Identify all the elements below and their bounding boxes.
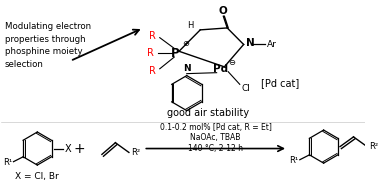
Text: 0.1-0.2 mol% [Pd cat, R = Et]: 0.1-0.2 mol% [Pd cat, R = Et]: [160, 123, 272, 132]
Text: O: O: [219, 6, 228, 16]
Text: R²: R²: [369, 142, 378, 151]
Text: ⊕: ⊕: [182, 39, 189, 48]
Text: NaOAc, TBAB: NaOAc, TBAB: [191, 133, 241, 142]
Text: good air stability: good air stability: [167, 108, 249, 117]
Text: Cl: Cl: [242, 84, 251, 93]
Text: +: +: [74, 141, 85, 156]
Text: 140 °C, 2-12 h: 140 °C, 2-12 h: [188, 144, 243, 153]
Text: R²: R²: [131, 148, 140, 157]
Text: R¹: R¹: [290, 156, 299, 165]
Text: [Pd cat]: [Pd cat]: [261, 78, 299, 88]
Text: phosphine moiety: phosphine moiety: [5, 47, 82, 56]
Text: Ar: Ar: [267, 40, 277, 49]
Text: R: R: [149, 66, 156, 76]
Text: selection: selection: [5, 60, 43, 69]
Text: Pd: Pd: [213, 64, 228, 74]
Text: X: X: [64, 143, 71, 154]
Text: X = Cl, Br: X = Cl, Br: [15, 172, 59, 181]
Text: H: H: [187, 20, 194, 29]
Text: N: N: [246, 38, 254, 48]
Text: ⊖: ⊖: [229, 58, 235, 68]
Text: properties through: properties through: [5, 35, 85, 44]
Text: N: N: [183, 64, 191, 73]
Text: R: R: [149, 31, 156, 41]
Text: R: R: [147, 48, 154, 58]
Text: Modulating electron: Modulating electron: [5, 22, 91, 31]
Text: R¹: R¹: [3, 158, 12, 167]
Text: P: P: [171, 47, 180, 60]
